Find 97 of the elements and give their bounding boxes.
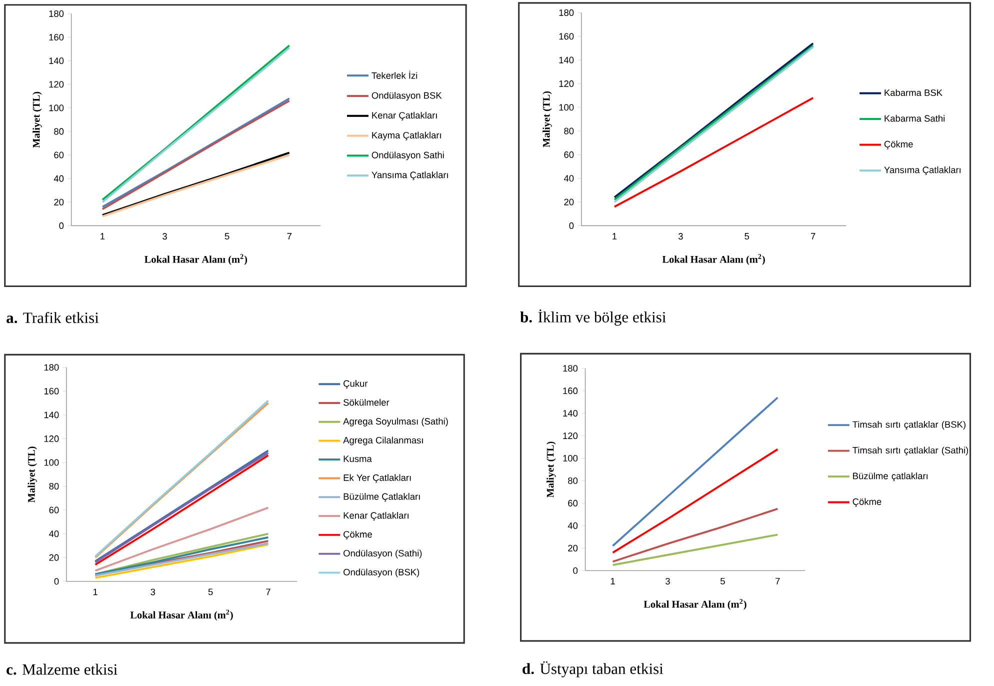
y-tick-label: 20 xyxy=(49,554,59,561)
legend-label: Yansıma Çatlakları xyxy=(372,171,448,180)
text: c. Malzeme etkisi xyxy=(6,664,118,675)
y-axis-title: Maliyet (TL) xyxy=(546,442,556,498)
y-tick-label: 140 xyxy=(49,58,64,64)
y-tick-label: 0 xyxy=(573,567,578,574)
x-tick-label: 3 xyxy=(162,233,167,240)
y-tick-label: 60 xyxy=(49,506,59,514)
legend-label: Sökülmeler xyxy=(344,398,390,406)
legend-label: Ondülasyon (BSK) xyxy=(344,568,420,578)
y-tick-label: 120 xyxy=(49,81,64,88)
legend-label: Ondülasyon (Sathi) xyxy=(344,550,422,558)
legend-label: Kabarma BSK xyxy=(884,89,942,96)
y-tick-label: 100 xyxy=(559,104,574,111)
y-tick-label: 120 xyxy=(563,432,578,440)
y-tick-label: 80 xyxy=(49,483,59,490)
y-axis-title: Maliyet (TL) xyxy=(32,92,42,148)
line-series xyxy=(614,96,814,208)
legend-label: Ondülasyon Sathi xyxy=(372,152,444,160)
x-axis-title: Lokal Hasar Alanı (m$^{2}$) xyxy=(662,254,765,265)
x-tick-label: 5 xyxy=(720,578,725,584)
legend-label: Ek Yer Çatlakları xyxy=(344,474,411,483)
legend-label: Büzülme çatlakları xyxy=(853,472,928,482)
legend-label: Çökme xyxy=(852,498,882,507)
line-series xyxy=(612,508,779,563)
x-tick-label: 1 xyxy=(93,588,98,596)
legend-label: Kusma xyxy=(344,456,372,462)
y-tick-label: 40 xyxy=(49,530,59,538)
legend-label: Tekerlek İzi xyxy=(372,70,418,79)
y-tick-label: 160 xyxy=(49,34,64,41)
y-tick-label: 40 xyxy=(564,175,574,182)
x-tick-label: 1 xyxy=(612,233,617,240)
legend-label: Kabarma Sathi xyxy=(884,114,944,122)
y-tick-label: 80 xyxy=(568,477,578,484)
x-tick-label: 7 xyxy=(776,578,780,584)
y-tick-label: 160 xyxy=(563,388,578,394)
legend-label: Kenar Çatlakları xyxy=(372,112,437,121)
y-tick-label: 40 xyxy=(568,522,578,529)
y-tick-label: 120 xyxy=(44,435,59,442)
y-tick-label: 120 xyxy=(559,80,574,88)
y-tick-label: 160 xyxy=(559,33,574,40)
y-tick-label: 80 xyxy=(54,128,64,135)
legend-label: Kayma Çatlakları xyxy=(372,132,441,140)
legend-label: Büzülme Çatlakları xyxy=(344,493,420,502)
x-tick-label: 3 xyxy=(666,578,670,585)
y-tick-label: 20 xyxy=(564,198,574,206)
y-axis-title: Maliyet (TL) xyxy=(542,91,552,148)
x-axis-title: Lokal Hasar Alanı (m$^{2}$) xyxy=(644,599,746,610)
y-tick-label: 0 xyxy=(59,222,64,230)
y-tick-label: 160 xyxy=(44,388,59,394)
legend-label: Ondülasyon BSK xyxy=(372,92,442,101)
y-tick-label: 60 xyxy=(54,152,64,158)
y-tick-label: 60 xyxy=(568,500,578,507)
line-series xyxy=(94,506,270,572)
legend-label: Kenar Çatlakları xyxy=(344,512,408,521)
x-tick-label: 1 xyxy=(100,233,105,240)
text: b. İklim ve bölge etkisi xyxy=(520,309,666,326)
y-tick-label: 80 xyxy=(564,128,574,134)
y-tick-label: 180 xyxy=(44,364,59,371)
x-tick-label: 7 xyxy=(287,233,292,240)
y-tick-label: 40 xyxy=(54,175,64,182)
y-tick-label: 140 xyxy=(559,56,574,64)
x-tick-label: 1 xyxy=(610,578,615,584)
x-tick-label: 7 xyxy=(266,588,270,596)
y-axis-title: Maliyet (TL) xyxy=(28,446,37,502)
x-tick-label: 5 xyxy=(744,233,750,240)
y-tick-label: 100 xyxy=(563,455,578,462)
y-tick-label: 180 xyxy=(563,365,578,372)
y-tick-label: 0 xyxy=(569,222,574,230)
y-tick-label: 180 xyxy=(559,9,574,16)
line-series xyxy=(612,448,779,554)
x-tick-label: 7 xyxy=(810,233,816,240)
legend-label: Çukur xyxy=(344,380,368,389)
x-tick-label: 5 xyxy=(208,588,213,596)
x-axis-title: Lokal Hasar Alanı (m$^{2}$) xyxy=(144,254,248,265)
legend-label: Yansıma Çatlakları xyxy=(884,166,961,176)
y-tick-label: 60 xyxy=(564,151,574,158)
y-tick-label: 100 xyxy=(44,459,59,466)
legend-label: Agrega Cilalanması xyxy=(343,436,423,446)
x-tick-label: 3 xyxy=(150,588,156,596)
y-tick-label: 140 xyxy=(44,412,59,418)
y-tick-label: 0 xyxy=(54,578,59,585)
y-tick-label: 180 xyxy=(49,10,64,17)
y-tick-label: 140 xyxy=(563,410,578,417)
legend-label: Çökme xyxy=(344,530,372,540)
text: a. Trafik etkisi xyxy=(6,312,99,324)
y-tick-label: 20 xyxy=(568,544,578,552)
legend-label: Agrega Soyulması (Sathi) xyxy=(343,418,448,426)
legend-label: Çökme xyxy=(884,140,913,150)
y-tick-label: 20 xyxy=(54,198,64,206)
x-axis-title: Lokal Hasar Alanı (m$^{2}$) xyxy=(130,610,233,621)
legend-label: Timsah sırtı çatlaklar (BSK) xyxy=(852,421,966,430)
text: d. Üstyapı taban etkisi xyxy=(522,661,664,678)
x-tick-label: 5 xyxy=(224,233,230,240)
x-tick-label: 3 xyxy=(678,233,683,240)
legend-label: Timsah sırtı çatlaklar (Sathi) xyxy=(852,446,968,456)
y-tick-label: 100 xyxy=(49,104,64,112)
